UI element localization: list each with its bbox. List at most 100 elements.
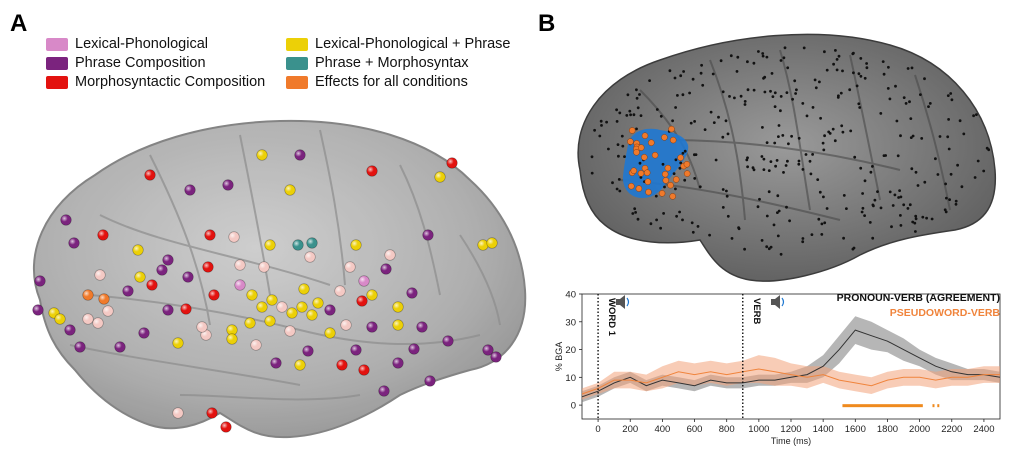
electrode-highlight [422,229,434,241]
legend-swatch-lexical-phonological [46,37,68,51]
legend-label: Phrase Composition [75,55,206,71]
cortex-effect-dots [627,125,691,200]
inflated-cortex-map [577,33,997,282]
electrode-highlight [366,289,378,301]
cortex-electrode [615,108,618,112]
cortex-electrode [869,170,873,174]
cortex-electrode [760,239,764,242]
effect-electrode [635,185,643,192]
cortex-electrode [769,89,772,93]
cortex-electrode [886,87,890,90]
cortex-electrode [865,62,868,65]
cortex-electrode [825,68,829,72]
cortex-electrode-dots [590,46,991,256]
electrode-highlight [132,244,144,256]
electrode-highlight [234,279,246,291]
cortex-electrode [773,91,777,95]
cortex-electrode [894,84,897,88]
effect-electrode [645,188,652,196]
cortex-electrode [944,210,948,214]
cortex-electrode [938,135,942,138]
speaker-icon [616,295,630,309]
effect-electrode [672,176,680,183]
legend-label: Effects for all conditions [315,74,468,90]
cortex-electrode [765,55,769,59]
effect-electrode [661,170,669,178]
electrode-highlight [156,264,168,276]
cortex-electrode [801,237,805,240]
cortex-electrode [816,178,820,182]
cortex-electrode [775,159,779,162]
cortex-electrode [899,214,902,217]
cortex-electrode [745,158,749,162]
cortex-electrode [925,216,928,220]
glass-brain-electrode-map [32,119,527,439]
cortex-electrode [923,180,927,184]
electrode-highlight [408,343,420,355]
electrode-highlight [234,259,246,271]
cortex-electrode [763,90,767,94]
cortex-electrode [811,106,815,109]
cortex-electrode [865,66,869,70]
legend-swatch-lexical-phrase [286,37,308,51]
cortex-electrode [834,49,837,52]
cortex-electrode [771,95,775,98]
cortex-electrode [615,120,619,123]
cortex-electrode [823,221,827,225]
electrode-highlight [64,324,76,336]
electrode-highlight [406,287,418,299]
cortex-electrode [678,166,682,170]
x-tick-label: 0 [595,424,600,435]
electrode-highlight [134,271,146,283]
cortex-electrode [884,154,887,157]
cortex-electrode [618,111,622,115]
electrode-highlight [258,261,270,273]
electrode-highlight [344,261,356,273]
cortex-electrode [839,91,843,95]
electrode-highlight [226,324,238,336]
cortex-electrode [635,127,638,131]
cortex-electrode [672,172,676,176]
cortex-electrode [876,190,879,194]
cortex-electrode [888,190,892,194]
electrode-highlight [286,307,298,319]
cortex-electrode [842,194,846,197]
cortex-electrode [683,178,687,182]
x-tick-label: 200 [622,424,638,435]
cortex-electrode [881,60,885,63]
cortex-electrode [786,159,789,163]
cortex-electrode [662,212,665,215]
cortex-electrode [599,119,603,123]
cortex-electrode [607,147,610,151]
x-tick-label: 2000 [909,424,930,435]
electrode-highlight [378,385,390,397]
cortex-electrode [797,136,801,140]
electrode-highlight [340,319,352,331]
cortex-electrode [693,120,696,123]
cortex-electrode [871,203,875,207]
cortex-electrode [762,157,766,161]
electrode-highlight [358,364,370,376]
cortex-electrode [735,70,739,73]
cortex-electrode [790,134,793,138]
cortex-electrode [616,143,620,146]
cortex-electrode [911,220,915,224]
cortex-electrode [930,217,934,221]
cortex-electrode [945,196,948,200]
cortex-electrode [717,115,720,119]
cortex-electrode [752,88,756,92]
cortex-electrode [914,214,918,218]
cortex-electrode [818,80,821,84]
cortex-electrode [779,59,783,62]
electrode-highlight [324,327,336,339]
cortex-electrode [788,219,791,223]
electrode-highlight [336,359,348,371]
electrode-highlight [350,239,362,251]
cortex-electrode [910,167,914,171]
legend-label: Lexical-Phonological [75,36,208,52]
electrode-highlight [482,344,494,356]
series-lines [581,329,1001,398]
cortex-electrode [919,93,922,96]
cortex-electrode [906,207,910,210]
electrode-highlight [416,321,428,333]
